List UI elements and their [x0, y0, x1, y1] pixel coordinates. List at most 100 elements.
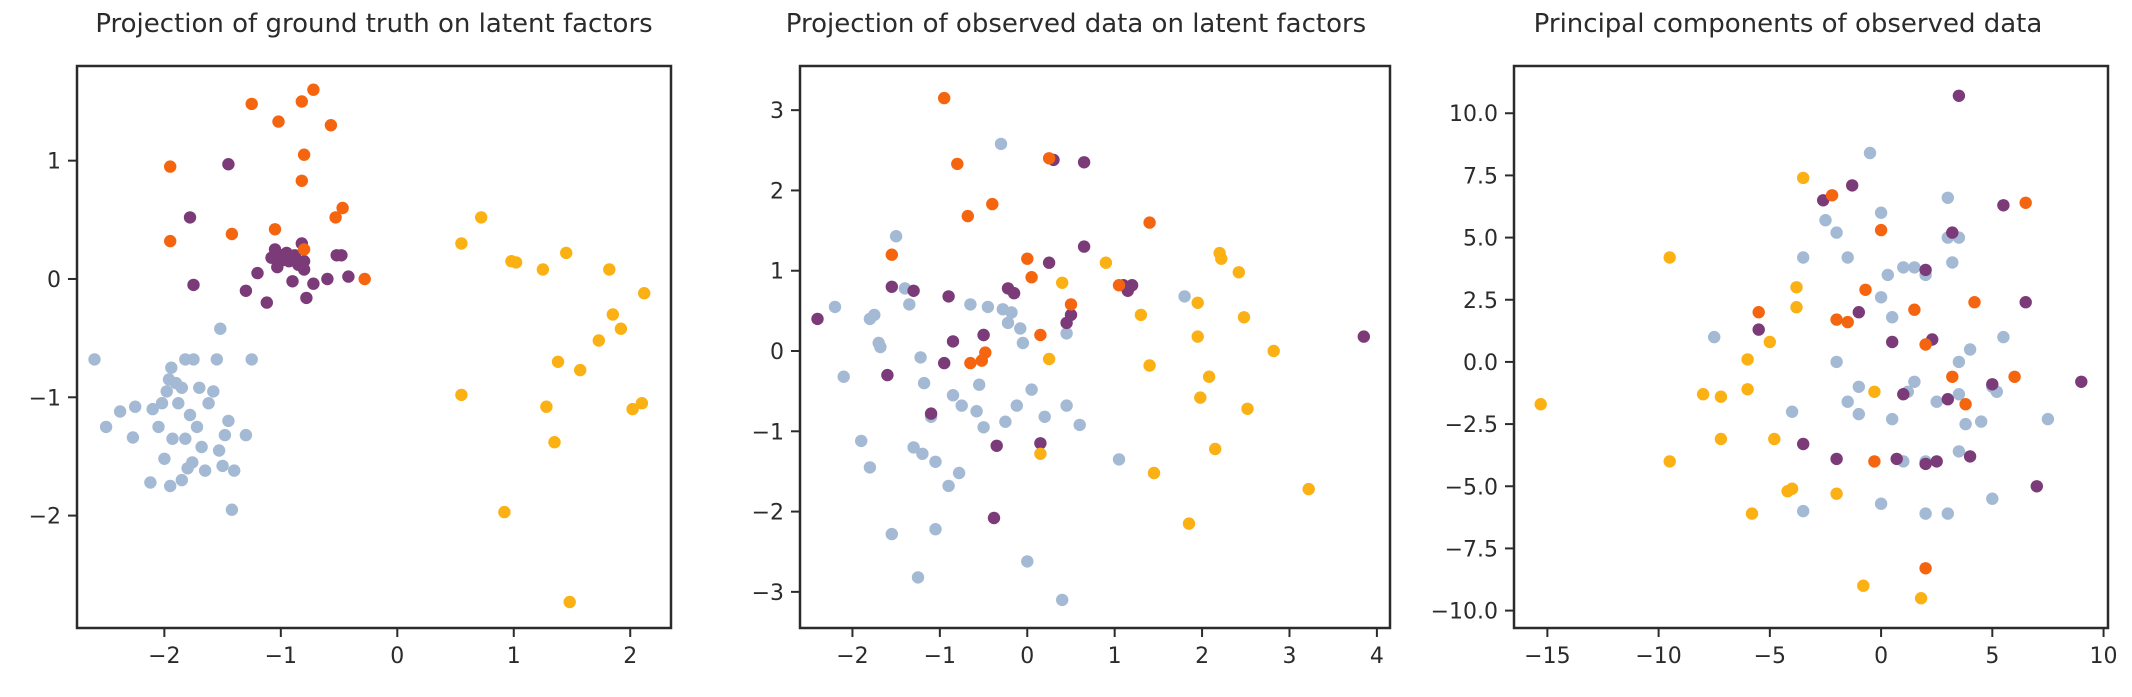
scatter-point-blue — [1060, 399, 1073, 412]
scatter-point-orange — [964, 356, 977, 370]
scatter-point-orange — [1908, 303, 1921, 316]
scatter-point-yellow — [603, 263, 616, 276]
scatter-point-orange — [1042, 152, 1056, 165]
y-tick-label: 2 — [770, 179, 784, 204]
scatter-point-blue — [129, 400, 142, 413]
scatter-point-yellow — [1237, 311, 1251, 324]
scatter-point-purple — [1830, 452, 1843, 466]
scatter-point-purple — [977, 328, 990, 342]
scatter-point-yellow — [548, 436, 561, 449]
scatter-point-blue — [1874, 206, 1888, 219]
x-tick-label: 0 — [1874, 644, 1888, 669]
x-tick-label: 2 — [623, 644, 637, 669]
scatter-point-purple — [239, 284, 253, 297]
scatter-point-yellow — [455, 388, 468, 402]
scatter-point-blue — [218, 428, 232, 442]
scatter-point-purple — [1007, 287, 1021, 300]
scatter-point-yellow — [540, 400, 553, 413]
scatter-point-yellow — [1534, 398, 1547, 411]
scatter-point-yellow — [455, 237, 468, 250]
scatter-point-blue — [970, 405, 983, 418]
scatter-point-blue — [212, 444, 226, 457]
scatter-point-yellow — [1914, 592, 1928, 605]
scatter-point-orange — [245, 97, 258, 111]
scatter-point-orange — [1752, 306, 1765, 319]
plot-frame — [1512, 64, 2110, 630]
scatter-point-blue — [186, 456, 199, 469]
scatter-point-blue — [225, 503, 239, 516]
scatter-point-blue — [1025, 383, 1038, 396]
scatter-point-blue — [911, 571, 925, 584]
scatter-point-yellow — [1147, 466, 1161, 480]
scatter-point-blue — [228, 464, 241, 477]
y-tick-label: 0.0 — [1463, 351, 1498, 376]
scatter-point-yellow — [1191, 330, 1204, 343]
x-tick-label: −15 — [1524, 644, 1570, 669]
scatter-point-purple — [1852, 306, 1866, 319]
scatter-point-yellow — [536, 263, 550, 276]
scatter-point-yellow — [1745, 507, 1759, 520]
y-tick-label: 2.5 — [1463, 289, 1498, 314]
scatter-point-blue — [964, 298, 977, 311]
scatter-point-blue — [179, 432, 192, 445]
y-tick-label: −1 — [29, 386, 61, 411]
scatter-point-blue — [914, 351, 927, 364]
scatter-point-blue — [152, 420, 165, 434]
scatter-point-blue — [1830, 355, 1843, 369]
x-tick-label: 1 — [507, 644, 521, 669]
scatter-point-yellow — [1241, 402, 1254, 415]
panel-observed-latent: Projection of observed data on latent fa… — [752, 9, 1392, 669]
scatter-point-purple — [1997, 199, 2010, 212]
scatter-point-orange — [295, 95, 308, 108]
scatter-point-purple — [1357, 330, 1371, 343]
scatter-point-yellow — [475, 211, 488, 224]
scatter-point-blue — [166, 432, 179, 445]
points — [1534, 89, 2088, 605]
scatter-point-yellow — [614, 322, 628, 335]
scatter-point-purple — [811, 312, 824, 326]
scatter-point-purple — [924, 407, 938, 420]
scatter-point-purple — [335, 249, 348, 262]
scatter-point-blue — [1886, 311, 1899, 324]
y-tick-label: 7.5 — [1463, 164, 1498, 189]
scatter-point-blue — [1797, 251, 1810, 264]
scatter-point-orange — [307, 83, 320, 96]
plot-frame — [75, 64, 673, 630]
scatter-point-blue — [1001, 316, 1015, 330]
scatter-point-orange — [1064, 298, 1078, 311]
scatter-point-blue — [1863, 146, 1877, 160]
scatter-point-purple — [307, 277, 320, 290]
scatter-point-orange — [1830, 313, 1843, 326]
chart-title: Principal components of observed data — [1534, 9, 2043, 39]
scatter-point-purple — [1930, 455, 1943, 468]
scatter-point-blue — [1941, 507, 1955, 520]
y-tick-label: −2 — [752, 501, 784, 526]
scatter-point-purple — [942, 290, 955, 303]
scatter-point-purple — [288, 249, 301, 262]
panel-ground-truth: Projection of ground truth on latent fac… — [29, 9, 673, 669]
scatter-point-blue — [1908, 375, 1921, 388]
scatter-point-yellow — [1714, 390, 1728, 403]
scatter-point-yellow — [1857, 579, 1870, 592]
scatter-point-yellow — [1056, 276, 1069, 289]
scatter-point-purple — [1919, 457, 1932, 471]
scatter-point-blue — [1874, 497, 1888, 510]
scatter-point-blue — [903, 298, 916, 311]
scatter-point-purple — [183, 211, 197, 224]
scatter-point-blue — [1941, 191, 1955, 204]
scatter-point-purple — [1064, 308, 1078, 322]
scatter-point-purple — [1077, 156, 1091, 169]
scatter-point-purple — [1752, 323, 1765, 336]
scatter-point-yellow — [1042, 352, 1056, 366]
scatter-point-blue — [146, 402, 159, 416]
scatter-point-blue — [1005, 306, 1018, 319]
scatter-point-yellow — [1663, 251, 1676, 264]
scatter-point-purple — [300, 291, 313, 305]
scatter-point-yellow — [638, 287, 651, 300]
scatter-point-yellow — [1714, 432, 1728, 446]
scatter-point-blue — [1841, 251, 1854, 264]
x-tick-label: 2 — [1195, 644, 1209, 669]
scatter-point-purple — [342, 270, 355, 283]
